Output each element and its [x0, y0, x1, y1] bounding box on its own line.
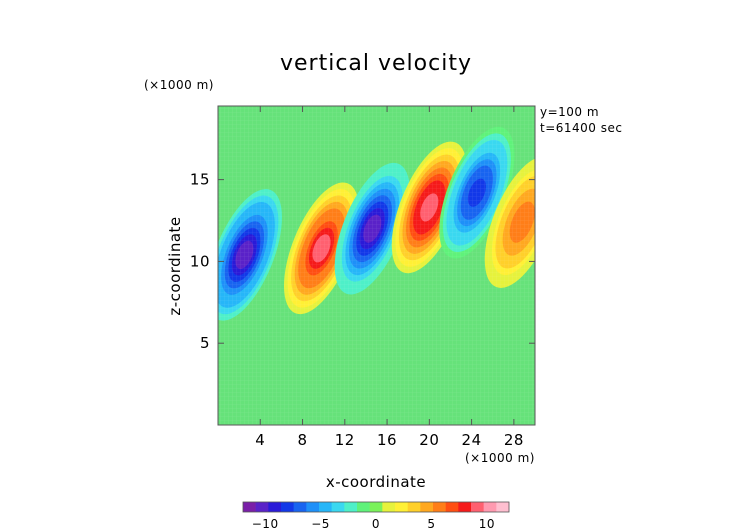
- colorbar-swatch: [483, 502, 497, 512]
- colorbar-swatch: [407, 502, 421, 512]
- colorbar-swatch: [268, 502, 282, 512]
- y-tick-label: 15: [190, 171, 210, 189]
- colorbar-tick-label: 0: [372, 517, 380, 531]
- plot-frame: [217, 105, 536, 426]
- grid-overlay: [218, 106, 535, 425]
- colorbar: −10 −5 0 5 10: [242, 501, 510, 531]
- plot-area: 4 8 12 16 20 24 28 5 10 15: [190, 105, 536, 449]
- x-tick-label: 16: [377, 431, 397, 449]
- contour-field: [218, 106, 535, 425]
- x-tick-label: 20: [419, 431, 439, 449]
- colorbar-swatch: [382, 502, 396, 512]
- colorbar-swatch: [395, 502, 408, 512]
- annotation-y: y=100 m: [540, 105, 599, 119]
- annotation-t: t=61400 sec: [540, 121, 622, 135]
- colorbar-swatch: [243, 502, 256, 512]
- y-tick-label: 5: [200, 334, 210, 352]
- x-tick-label: 28: [504, 431, 524, 449]
- colorbar-tick-label: −5: [311, 517, 330, 531]
- colorbar-swatch: [445, 502, 459, 512]
- colorbar-tick-label: 5: [427, 517, 435, 531]
- y-tick-label: 10: [190, 252, 210, 270]
- colorbar-frame: [242, 501, 510, 513]
- x-unit-label: (×1000 m): [465, 451, 535, 465]
- colorbar-swatch: [306, 502, 320, 512]
- colorbar-swatch: [420, 502, 434, 512]
- chart-title: vertical velocity: [280, 51, 472, 76]
- colorbar-swatch: [369, 502, 383, 512]
- x-tick-label: 24: [462, 431, 482, 449]
- colorbar-tick-label: 10: [479, 517, 495, 531]
- colorbar-tick-label: −10: [252, 517, 279, 531]
- colorbar-swatch: [496, 502, 510, 512]
- colorbar-swatch: [331, 502, 345, 512]
- x-tick-label: 8: [298, 431, 308, 449]
- colorbar-swatch: [458, 502, 472, 512]
- colorbar-swatch: [281, 502, 294, 512]
- y-unit-label: (×1000 m): [144, 78, 214, 92]
- colorbar-swatch: [255, 502, 269, 512]
- colorbar-swatch: [433, 502, 446, 512]
- colorbar-swatch: [357, 502, 370, 512]
- colorbar-swatch: [293, 502, 307, 512]
- x-tick-label: 4: [255, 431, 265, 449]
- annotations: y=100 m t=61400 sec: [540, 105, 622, 135]
- colorbar-swatch: [344, 502, 358, 512]
- colorbar-swatch: [319, 502, 332, 512]
- colorbar-swatch: [471, 502, 484, 512]
- x-axis-title: x-coordinate: [326, 473, 426, 491]
- y-axis-title: z-coordinate: [166, 216, 184, 315]
- x-tick-label: 12: [335, 431, 355, 449]
